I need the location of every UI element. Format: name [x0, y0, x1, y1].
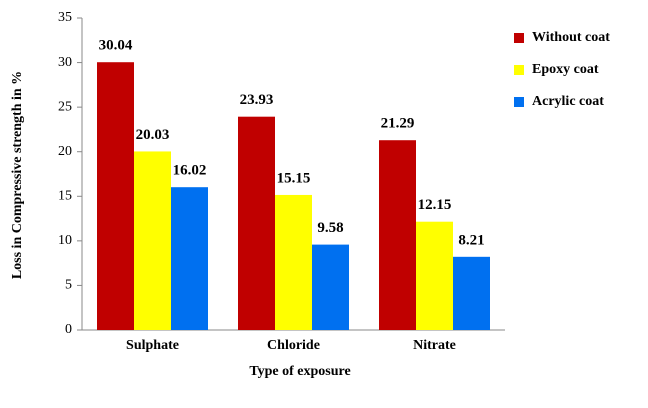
bar — [312, 244, 349, 330]
legend-swatch — [514, 65, 524, 75]
data-label: 30.04 — [99, 38, 133, 54]
legend-label: Acrylic coat — [532, 94, 604, 109]
legend-swatch — [514, 33, 524, 43]
bar — [97, 62, 134, 331]
data-label: 8.21 — [458, 232, 484, 248]
legend-label: Without coat — [532, 30, 610, 45]
bar — [238, 116, 275, 330]
data-label: 16.02 — [173, 163, 207, 179]
y-tick-label: 5 — [65, 278, 72, 293]
data-label: 15.15 — [277, 170, 311, 186]
x-axis-title: Type of exposure — [249, 364, 350, 379]
y-tick-label: 10 — [58, 233, 72, 248]
x-tick-label: Sulphate — [126, 338, 179, 353]
bar — [416, 221, 453, 330]
data-label: 23.93 — [240, 92, 274, 108]
bar — [379, 140, 416, 330]
data-label: 9.58 — [317, 220, 343, 236]
legend-swatch — [514, 97, 524, 107]
y-tick-label: 25 — [58, 99, 72, 114]
data-label: 12.15 — [418, 197, 452, 213]
bar — [275, 194, 312, 330]
bar — [134, 151, 171, 330]
data-label: 20.03 — [136, 127, 170, 143]
y-tick-label: 30 — [58, 55, 72, 70]
legend-label: Epoxy coat — [532, 62, 599, 77]
y-axis-title: Loss in Compressive strength in % — [10, 71, 25, 279]
y-tick-label: 0 — [65, 322, 72, 337]
x-tick-label: Chloride — [267, 338, 320, 353]
y-tick-label: 35 — [58, 10, 72, 25]
bar — [171, 187, 208, 330]
y-tick-label: 15 — [58, 189, 72, 204]
bar — [453, 256, 490, 330]
x-tick-label: Nitrate — [413, 338, 456, 353]
data-label: 21.29 — [381, 116, 415, 132]
y-tick-label: 20 — [58, 144, 72, 159]
